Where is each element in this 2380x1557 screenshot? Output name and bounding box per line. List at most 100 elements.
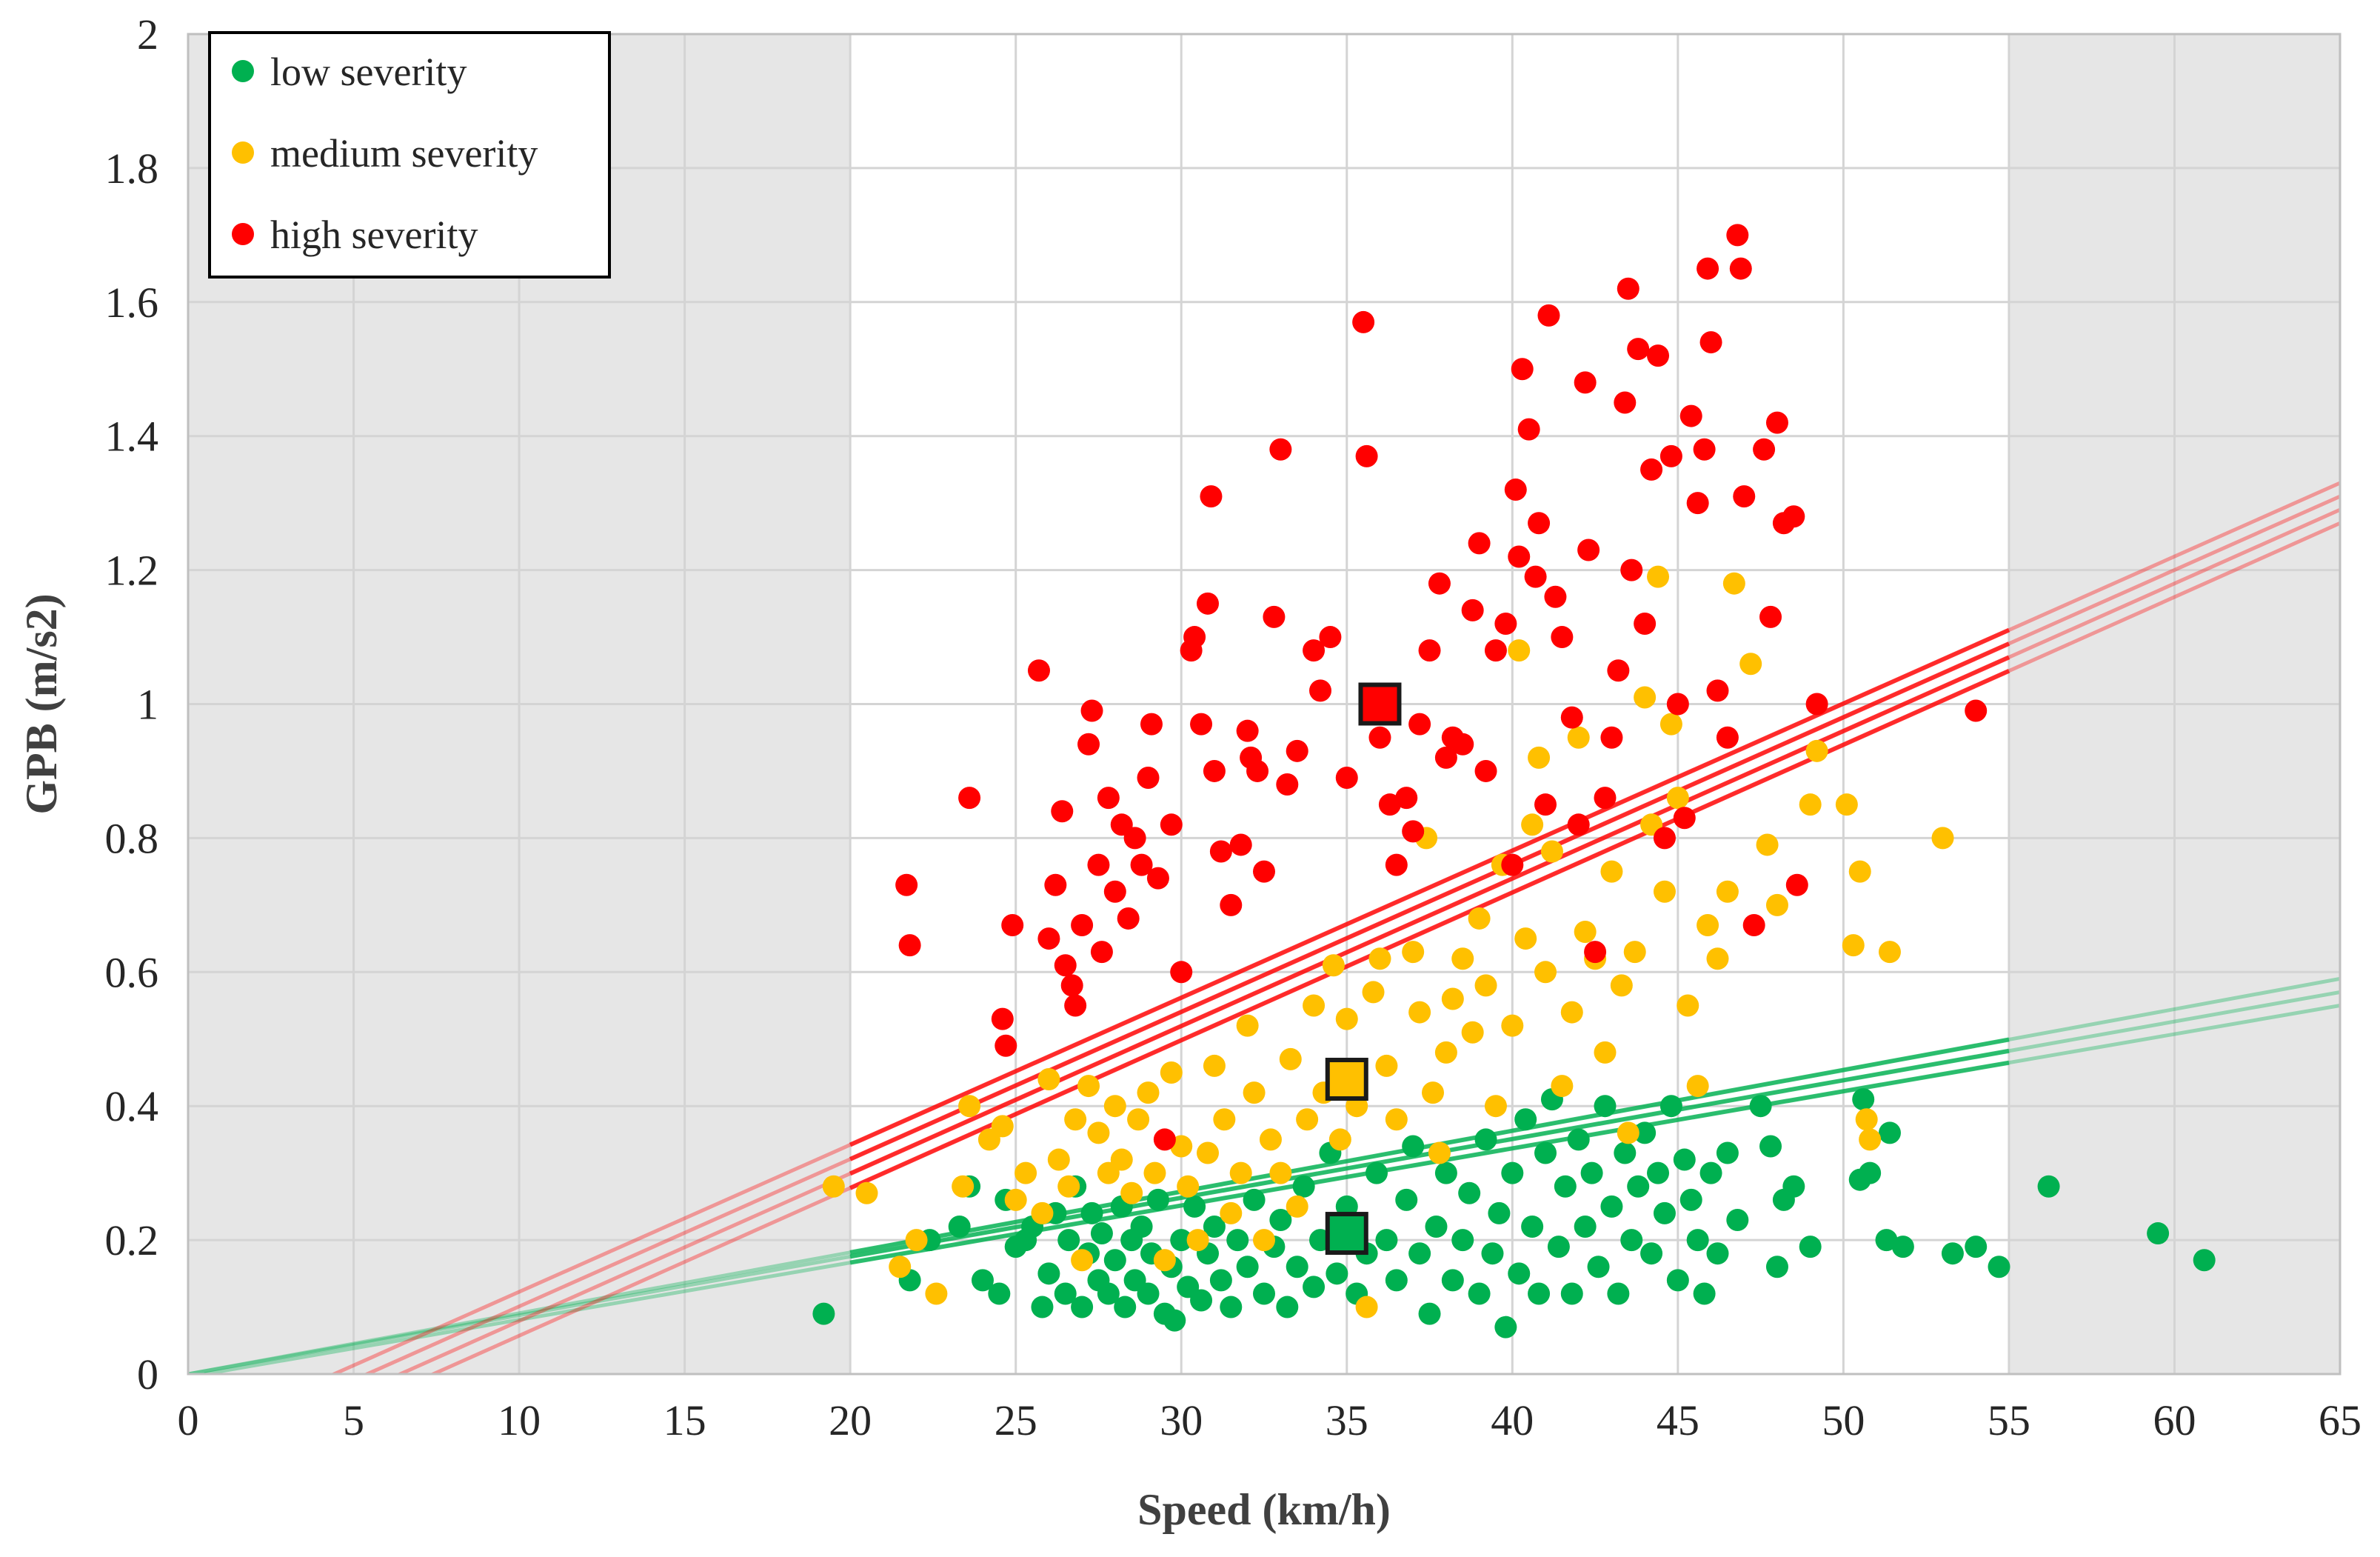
point-high-severity <box>1551 626 1574 649</box>
point-high-severity <box>1524 565 1547 588</box>
point-high-severity <box>1060 974 1083 997</box>
point-high-severity <box>1461 599 1484 621</box>
point-medium-severity <box>1540 840 1563 863</box>
point-medium-severity <box>1765 893 1788 916</box>
x-tick-label: 55 <box>1988 1396 2030 1444</box>
point-medium-severity <box>1236 1014 1259 1037</box>
point-low-severity <box>1468 1282 1491 1305</box>
x-tick-label: 65 <box>2319 1396 2361 1444</box>
point-low-severity <box>1286 1256 1308 1278</box>
point-low-severity <box>1716 1141 1739 1164</box>
point-low-severity <box>988 1282 1011 1305</box>
point-medium-severity <box>1659 713 1682 736</box>
y-tick-label: 1.6 <box>105 279 159 327</box>
point-low-severity <box>1303 1276 1326 1298</box>
legend-marker <box>232 60 254 82</box>
point-medium-severity <box>1137 1081 1160 1104</box>
point-low-severity <box>1253 1282 1275 1305</box>
point-medium-severity <box>1385 1108 1408 1131</box>
point-low-severity <box>1037 1262 1060 1285</box>
x-tick-label: 45 <box>1657 1396 1699 1444</box>
point-high-severity <box>1236 719 1259 742</box>
point-high-severity <box>1183 626 1206 649</box>
point-medium-severity <box>1716 880 1739 903</box>
point-medium-severity <box>1474 974 1497 997</box>
point-high-severity <box>1659 444 1682 467</box>
point-low-severity <box>1659 1095 1682 1118</box>
mean-markers <box>1325 682 1402 1256</box>
point-high-severity <box>1246 759 1269 782</box>
point-low-severity <box>1653 1201 1676 1224</box>
point-medium-severity <box>1402 941 1425 964</box>
point-low-severity <box>1699 1161 1722 1184</box>
point-high-severity <box>1263 605 1286 628</box>
point-medium-severity <box>1037 1068 1060 1091</box>
y-tick-label: 0.4 <box>105 1082 159 1130</box>
point-high-severity <box>1077 733 1100 756</box>
point-high-severity <box>1607 659 1630 682</box>
mean-marker-medium-severity <box>1325 1058 1368 1101</box>
point-medium-severity <box>952 1175 975 1198</box>
point-medium-severity <box>1103 1095 1126 1118</box>
point-low-severity <box>1528 1282 1551 1305</box>
point-high-severity <box>1647 344 1670 367</box>
point-medium-severity <box>1623 941 1646 964</box>
point-low-severity <box>1236 1256 1259 1278</box>
point-high-severity <box>1468 532 1491 555</box>
point-high-severity <box>1051 800 1074 823</box>
point-medium-severity <box>1484 1095 1507 1118</box>
x-tick-label: 20 <box>829 1396 872 1444</box>
y-tick-label: 0 <box>137 1350 158 1398</box>
point-high-severity <box>1759 605 1782 628</box>
point-medium-severity <box>1014 1161 1037 1184</box>
point-medium-severity <box>1461 1021 1484 1044</box>
point-low-severity <box>1130 1216 1153 1238</box>
point-low-severity <box>1474 1128 1497 1151</box>
point-low-severity <box>1090 1222 1113 1245</box>
point-low-severity <box>1607 1282 1630 1305</box>
point-medium-severity <box>991 1115 1014 1138</box>
point-medium-severity <box>1269 1161 1292 1184</box>
point-medium-severity <box>1842 934 1865 957</box>
point-high-severity <box>1726 224 1749 247</box>
point-high-severity <box>1170 961 1193 984</box>
point-high-severity <box>1451 733 1474 756</box>
point-high-severity <box>1697 257 1719 280</box>
point-low-severity <box>1891 1236 1914 1258</box>
point-low-severity <box>1521 1216 1544 1238</box>
point-medium-severity <box>1057 1175 1080 1198</box>
point-low-severity <box>1269 1208 1292 1231</box>
y-tick-label: 1.8 <box>105 144 159 193</box>
point-low-severity <box>1765 1256 1788 1278</box>
point-low-severity <box>1878 1121 1901 1144</box>
point-medium-severity <box>1368 947 1391 970</box>
point-medium-severity <box>1259 1128 1282 1151</box>
point-low-severity <box>1782 1175 1805 1198</box>
point-medium-severity <box>1855 1108 1878 1131</box>
point-low-severity <box>1574 1216 1597 1238</box>
y-tick-label: 0.2 <box>105 1216 159 1264</box>
y-tick-label: 1.2 <box>105 547 159 595</box>
y-axis-title: GPB (m/s2) <box>17 593 66 814</box>
point-medium-severity <box>1560 1001 1583 1024</box>
point-medium-severity <box>1835 793 1858 816</box>
point-high-severity <box>1027 659 1050 682</box>
point-low-severity <box>1587 1256 1610 1278</box>
point-high-severity <box>1428 572 1451 595</box>
x-tick-label: 5 <box>343 1396 364 1444</box>
x-tick-label: 35 <box>1326 1396 1368 1444</box>
point-high-severity <box>1160 813 1183 836</box>
point-high-severity <box>1501 853 1524 876</box>
point-medium-severity <box>1120 1181 1143 1204</box>
point-high-severity <box>1146 867 1169 890</box>
point-high-severity <box>1517 418 1540 441</box>
point-low-severity <box>1941 1242 1964 1265</box>
point-medium-severity <box>1143 1161 1166 1184</box>
point-low-severity <box>1276 1296 1299 1318</box>
point-low-severity <box>1852 1088 1875 1111</box>
point-low-severity <box>1243 1188 1266 1211</box>
x-tick-label: 40 <box>1491 1396 1534 1444</box>
point-low-severity <box>1441 1269 1464 1292</box>
point-high-severity <box>1253 860 1275 883</box>
point-low-severity <box>2037 1175 2060 1198</box>
